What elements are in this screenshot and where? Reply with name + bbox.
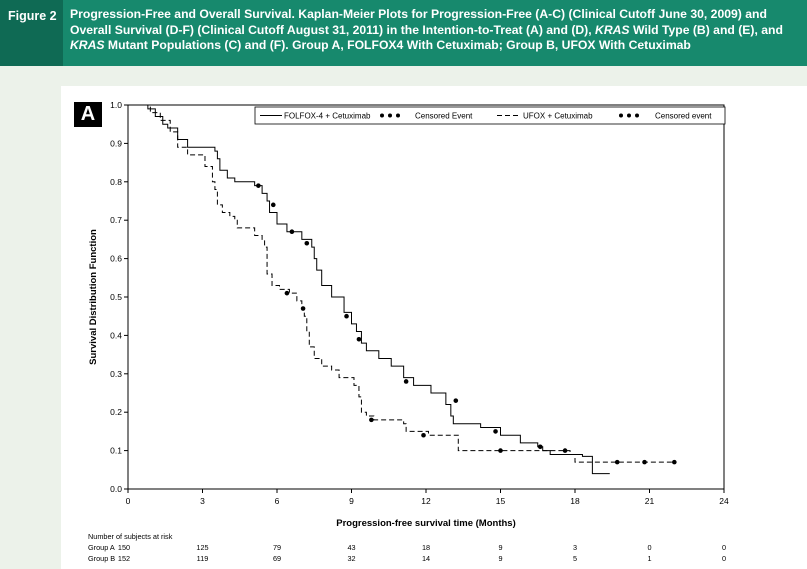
risk-count: 3 (572, 543, 578, 552)
y-tick-label: 0.9 (110, 138, 122, 148)
x-tick-label: 15 (496, 496, 506, 506)
caption-text: Progression-Free and Overall Survival. K… (70, 7, 787, 52)
censor-mark (256, 183, 261, 188)
censor-mark (284, 290, 290, 296)
y-tick-label: 0.7 (110, 215, 122, 225)
legend-censor-label-ufox: Censored event (655, 112, 712, 121)
risk-row-label: Group A (88, 543, 115, 552)
censor-mark (289, 229, 295, 235)
risk-count: 14 (421, 554, 431, 563)
y-tick-label: 0.1 (110, 446, 122, 456)
legend-censor-dot (380, 113, 384, 118)
censor-mark (270, 202, 276, 208)
y-tick-label: 0.6 (110, 254, 122, 264)
x-tick-label: 0 (126, 496, 131, 506)
censor-mark (369, 417, 374, 423)
legend-box (254, 106, 726, 125)
risk-count: 79 (272, 543, 282, 552)
legend-censor-dot (619, 113, 623, 118)
risk-count: 152 (117, 554, 131, 563)
legend-label-folfox: FOLFOX-4 + Cetuximab (284, 112, 371, 121)
censor-mark (453, 398, 459, 403)
x-tick-label: 12 (421, 496, 431, 506)
censor-mark (614, 459, 620, 465)
gene-name-italic: KRAS (70, 38, 105, 52)
figure-label: Figure 2 (0, 0, 63, 66)
legend-censor-label-folfox: Censored Event (415, 112, 473, 121)
censor-mark (672, 459, 677, 465)
censor-mark (344, 313, 349, 319)
x-tick-label: 24 (719, 496, 729, 506)
censor-mark (642, 459, 647, 465)
risk-count: 150 (117, 543, 131, 552)
censor-mark (493, 429, 498, 434)
gene-name-italic: KRAS (595, 22, 630, 37)
y-axis-label: Survival Distribution Function (88, 229, 99, 365)
y-tick-label: 1.0 (110, 100, 122, 110)
censor-mark (562, 448, 568, 453)
risk-count: 9 (498, 554, 503, 563)
x-axis-label: Progression-free survival time (Months) (336, 518, 515, 529)
risk-count: 32 (347, 554, 356, 563)
y-tick-label: 0.5 (110, 292, 122, 302)
legend-censor-dot (635, 113, 639, 118)
censor-mark (356, 336, 362, 342)
risk-count: 5 (572, 554, 578, 563)
risk-count: 0 (721, 543, 727, 552)
risk-count: 1 (647, 554, 652, 563)
panel-letter: A (74, 102, 102, 127)
y-tick-label: 0.2 (110, 407, 122, 417)
risk-count: 43 (347, 543, 356, 552)
risk-count: 125 (196, 543, 209, 552)
censor-mark (537, 444, 543, 450)
risk-count: 0 (647, 543, 652, 552)
legend-label-ufox: UFOX + Cetuximab (523, 112, 593, 121)
risk-count: 0 (721, 554, 727, 563)
x-tick-label: 18 (570, 496, 580, 506)
risk-count: 18 (421, 543, 431, 552)
x-tick-label: 9 (349, 496, 354, 506)
risk-count: 119 (196, 554, 209, 563)
y-tick-label: 0.4 (110, 330, 122, 340)
y-tick-label: 0.8 (110, 177, 122, 187)
censor-mark (304, 240, 310, 246)
km-curve-folfox (128, 104, 610, 475)
legend-censor-dot (627, 113, 631, 118)
x-tick-label: 21 (645, 496, 655, 506)
censor-mark (403, 379, 409, 384)
figure-caption: Progression-Free and Overall Survival. K… (70, 7, 802, 54)
legend-censor-dot (388, 113, 392, 118)
km-curve-ufox (128, 104, 675, 463)
risk-table-title: Number of subjects at risk (88, 532, 173, 541)
x-tick-label: 6 (275, 496, 280, 506)
risk-count: 9 (498, 543, 503, 552)
censor-mark (300, 306, 306, 311)
y-tick-label: 0.3 (110, 369, 122, 379)
risk-count: 69 (272, 554, 282, 563)
legend-censor-dot (396, 113, 400, 118)
censor-mark (421, 432, 426, 438)
x-tick-label: 3 (200, 496, 205, 506)
y-tick-label: 0.0 (110, 484, 122, 494)
figure-header: Figure 2 Progression-Free and Overall Su… (0, 0, 807, 66)
risk-row-label: Group B (88, 554, 116, 563)
censor-mark (498, 448, 503, 453)
